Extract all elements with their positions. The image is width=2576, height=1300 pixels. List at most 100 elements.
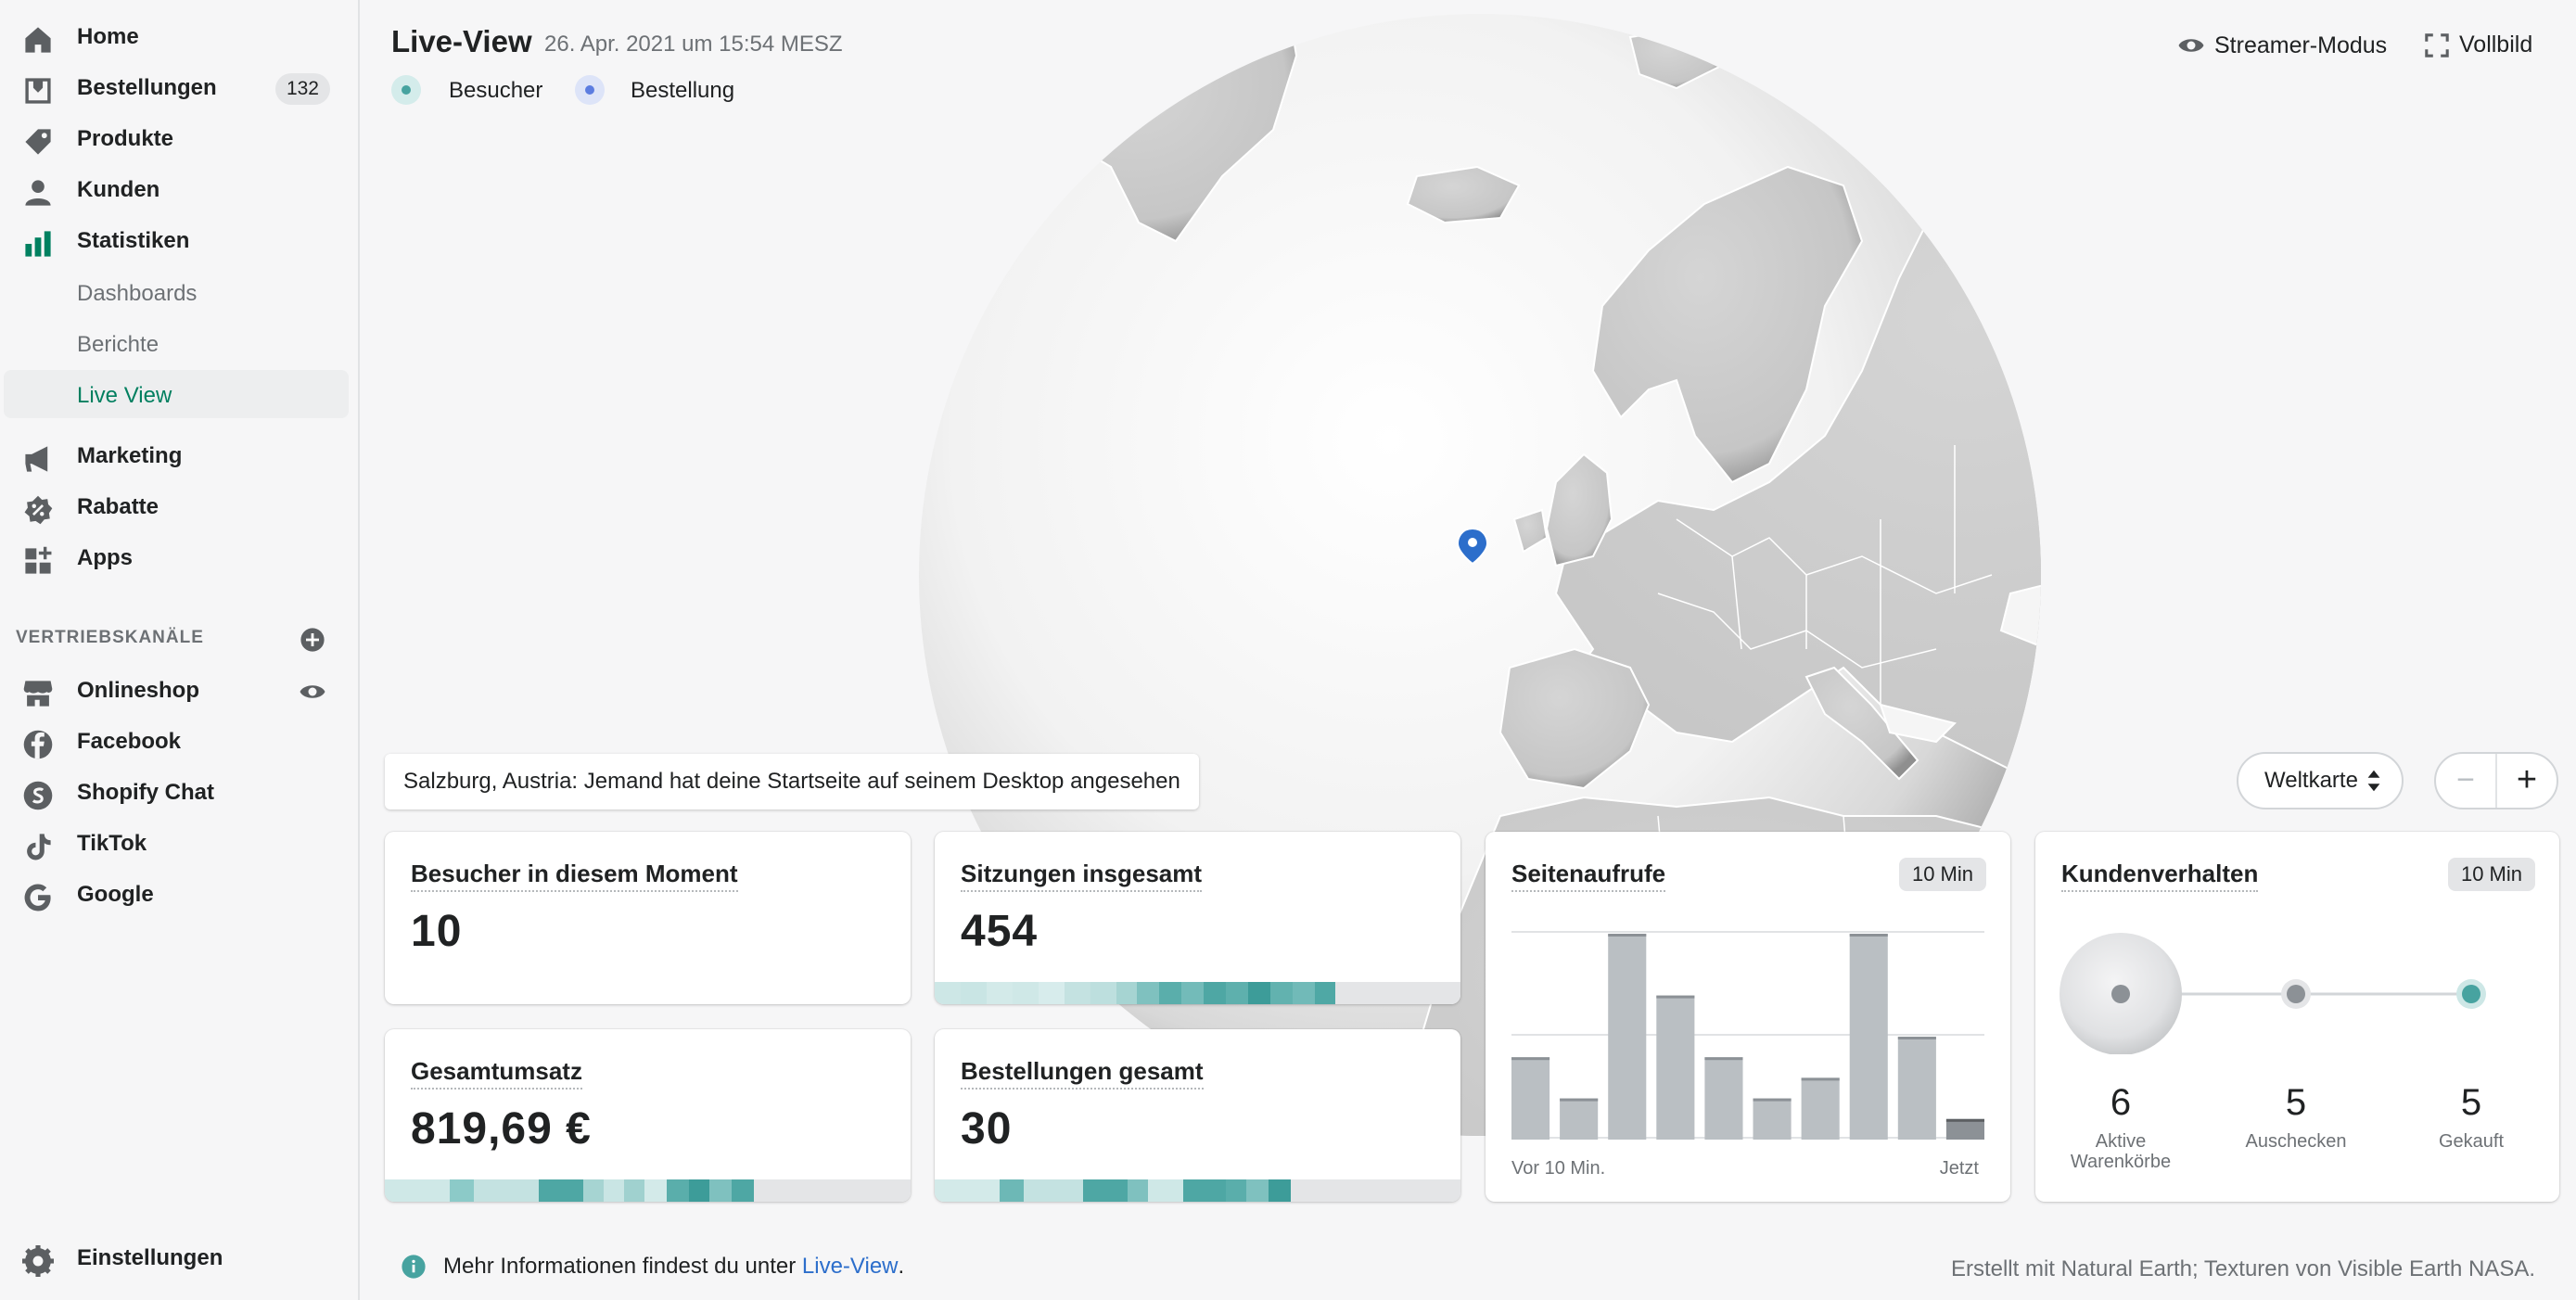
period-badge: 10 Min: [2447, 858, 2535, 891]
pageviews-bar: [1656, 995, 1695, 1140]
sidebar-item-google[interactable]: Google: [4, 871, 349, 919]
map-type-label: Weltkarte: [2264, 768, 2358, 793]
sidebar-subitem-live-view[interactable]: Live View: [4, 370, 349, 418]
sidebar-item-label: Produkte: [77, 126, 174, 151]
card-title[interactable]: Sitzungen insgesamt: [961, 860, 1203, 892]
eye-icon: [2178, 39, 2204, 52]
sidebar-item-settings[interactable]: Einstellungen: [4, 1234, 349, 1282]
footer: Mehr Informationen findest du unter Live…: [362, 1231, 2576, 1300]
pageviews-bar-cap: [1511, 1057, 1550, 1061]
pageviews-bar: [1704, 1057, 1743, 1140]
live-view-help-link[interactable]: Live-View: [801, 1254, 899, 1279]
page-datestamp: 26. Apr. 2021 um 15:54 MESZ: [544, 32, 843, 57]
funnel-step-purchased: 5 Gekauft: [2397, 1082, 2545, 1153]
sidebar-item-label: Google: [77, 882, 154, 907]
total-revenue-card[interactable]: Gesamtumsatz 819,69 €: [385, 1029, 911, 1202]
pageviews-bar-cap: [1704, 1057, 1743, 1061]
zoom-out-button[interactable]: −: [2436, 754, 2497, 808]
sidebar-item-orders[interactable]: Bestellungen 132: [4, 64, 349, 112]
streamer-mode-button[interactable]: Streamer-Modus: [2177, 32, 2387, 59]
checkout-dot: [2287, 985, 2305, 1003]
pageviews-bar-cap: [1753, 1098, 1792, 1102]
sidebar-subitem-label: Berichte: [77, 332, 159, 357]
customer-behavior-card[interactable]: Kundenverhalten 10 Min 6 Aktive Warenkör…: [2035, 832, 2559, 1202]
gear-icon: [22, 1245, 54, 1277]
sidebar-item-apps[interactable]: Apps: [4, 534, 349, 582]
sidebar-item-label: Statistiken: [77, 228, 190, 253]
sidebar-item-online-store[interactable]: Onlineshop: [4, 667, 349, 715]
pageviews-card[interactable]: Seitenaufrufe 10 Min Vor 10 Min. Jetzt: [1486, 832, 2010, 1202]
pageviews-bar: [1560, 1098, 1599, 1140]
zoom-in-button[interactable]: +: [2516, 760, 2538, 799]
add-channel-icon[interactable]: [300, 627, 325, 653]
facebook-icon: [23, 730, 53, 759]
sidebar-item-label: Onlineshop: [77, 678, 199, 703]
footer-info-prefix: Mehr Informationen findest du unter: [443, 1254, 797, 1279]
pageviews-bar-chart: [1511, 931, 1984, 1140]
sidebar-item-facebook[interactable]: Facebook: [4, 718, 349, 766]
sidebar-item-shopify-chat[interactable]: Shopify Chat: [4, 769, 349, 817]
visitors-now-card[interactable]: Besucher in diesem Moment 10: [385, 832, 911, 1004]
sessions-heatstrip: [935, 982, 1460, 1004]
visitor-legend-dot: [391, 75, 421, 105]
sidebar-item-discounts[interactable]: Rabatte: [4, 483, 349, 531]
pageviews-bar-cap: [1560, 1098, 1599, 1102]
card-title[interactable]: Gesamtumsatz: [411, 1057, 582, 1090]
pageviews-bar: [1608, 934, 1647, 1140]
orders-icon: [25, 78, 51, 104]
card-title[interactable]: Bestellungen gesamt: [961, 1057, 1204, 1090]
pageviews-bar-cap: [1608, 934, 1647, 937]
purchased-dot: [2462, 985, 2480, 1003]
pageviews-bar: [1801, 1077, 1840, 1140]
sidebar-item-home[interactable]: Home: [4, 13, 349, 61]
sales-channels-heading: VERTRIEBSKANÄLE: [16, 628, 204, 647]
sidebar-item-label: Facebook: [77, 729, 182, 754]
google-icon: [24, 884, 51, 911]
map-type-select[interactable]: Weltkarte: [2237, 752, 2404, 809]
sidebar-item-label: Kunden: [77, 177, 160, 202]
funnel-graphic: [2060, 933, 2486, 1054]
pageviews-bar-cap: [1849, 934, 1888, 937]
card-value: 819,69 €: [411, 1104, 592, 1153]
streamer-mode-label: Streamer-Modus: [2214, 32, 2388, 58]
sidebar-subitem-dashboards[interactable]: Dashboards: [4, 268, 349, 316]
pageviews-bar: [1897, 1037, 1936, 1140]
sidebar-item-label: Rabatte: [77, 494, 159, 519]
sidebar-item-tiktok[interactable]: TikTok: [4, 820, 349, 868]
active-carts-dot: [2111, 985, 2130, 1003]
pageviews-bar: [1849, 934, 1888, 1140]
apps-icon: [25, 546, 52, 574]
sidebar-item-customers[interactable]: Kunden: [4, 166, 349, 214]
total-sessions-card[interactable]: Sitzungen insgesamt 454: [935, 832, 1460, 1004]
sidebar-item-label: Bestellungen: [77, 75, 217, 100]
funnel-step-label: Aktive Warenkörbe: [2070, 1131, 2172, 1172]
total-orders-card[interactable]: Bestellungen gesamt 30: [935, 1029, 1460, 1202]
sidebar-subitem-reports[interactable]: Berichte: [4, 319, 349, 367]
funnel-step-value: 5: [2285, 1082, 2307, 1123]
revenue-heatstrip: [385, 1179, 911, 1202]
megaphone-icon: [25, 446, 48, 472]
sidebar-item-label: Einstellungen: [77, 1245, 223, 1270]
order-legend-label: Bestellung: [631, 78, 735, 103]
tag-icon: [25, 129, 51, 155]
page-title: Live-View: [391, 24, 532, 58]
tiktok-icon: [27, 834, 51, 860]
pageviews-bar-cap: [1897, 1037, 1936, 1039]
sidebar-subitem-label: Dashboards: [77, 281, 198, 306]
eye-icon[interactable]: [299, 678, 326, 706]
sidebar-item-analytics[interactable]: Statistiken: [4, 217, 349, 265]
card-title[interactable]: Besucher in diesem Moment: [411, 860, 738, 892]
sidebar-item-label: Marketing: [77, 443, 183, 468]
sidebar: Home Bestellungen 132 Produkte Kunden St…: [0, 0, 360, 1300]
funnel-step-value: 5: [2460, 1082, 2482, 1123]
visitor-legend-label: Besucher: [449, 78, 543, 103]
person-icon: [25, 180, 51, 206]
sidebar-item-products[interactable]: Produkte: [4, 115, 349, 163]
card-value: 10: [411, 907, 463, 956]
card-title[interactable]: Seitenaufrufe: [1511, 860, 1666, 892]
fullscreen-button[interactable]: Vollbild: [2424, 32, 2532, 58]
card-title[interactable]: Kundenverhalten: [2061, 860, 2259, 892]
pageviews-bar-cap: [1801, 1077, 1840, 1081]
pageviews-bar: [1945, 1118, 1984, 1140]
sidebar-item-marketing[interactable]: Marketing: [4, 432, 349, 480]
